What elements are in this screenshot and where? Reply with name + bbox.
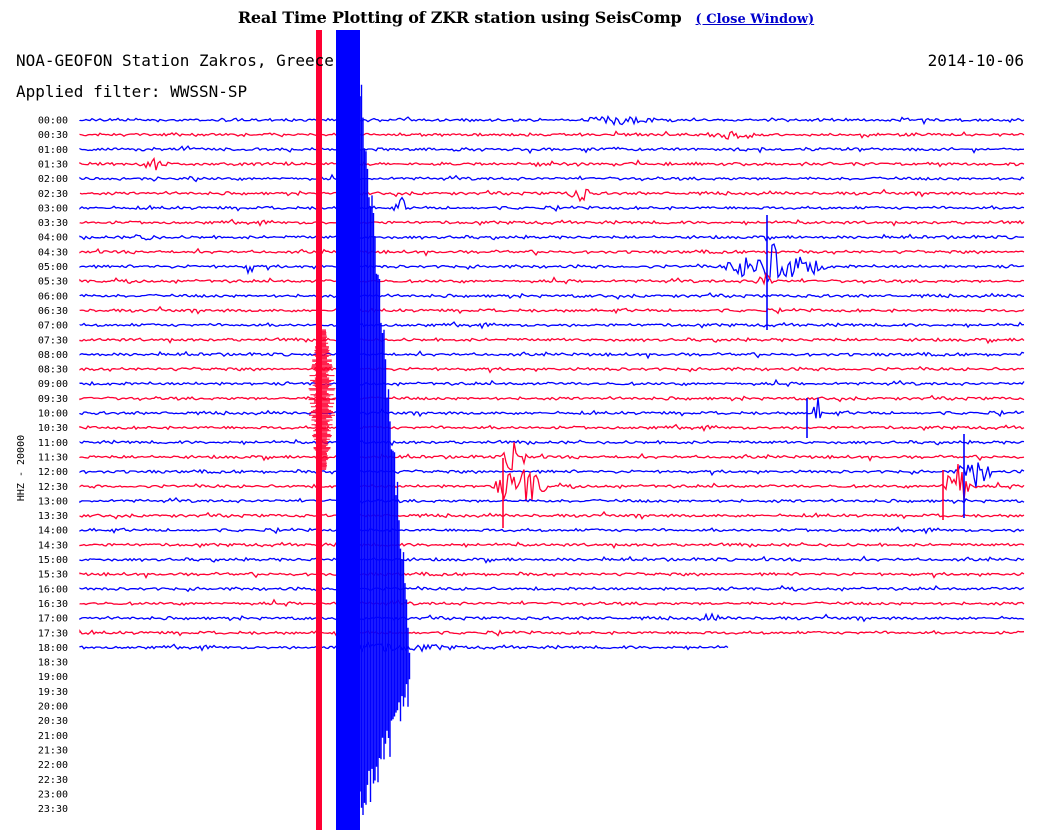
helicorder-canvas: NOA-GEOFON Station Zakros, Greece 2014-1…	[16, 30, 1025, 830]
trace-line	[79, 526, 1025, 535]
trace-line	[79, 510, 1025, 520]
time-label: 03:30	[38, 218, 68, 229]
trace-line	[79, 156, 1025, 171]
trace-line	[79, 397, 1025, 419]
page-header: Real Time Plotting of ZKR station using …	[0, 8, 1052, 32]
trace-line	[79, 321, 1025, 330]
trace-line	[79, 145, 1025, 155]
trace-line	[79, 305, 1025, 315]
time-label: 14:30	[38, 540, 68, 551]
quake-blue-band	[336, 30, 360, 830]
time-label: 19:00	[38, 672, 68, 683]
time-label: 02:00	[38, 174, 68, 185]
page-title: Real Time Plotting of ZKR station using …	[237, 8, 682, 27]
seismogram-plot: NOA-GEOFON Station Zakros, Greece 2014-1…	[10, 30, 1032, 830]
time-label: 11:00	[38, 438, 68, 449]
time-label: 12:00	[38, 467, 68, 478]
time-label: 07:30	[38, 335, 68, 346]
time-label: 12:30	[38, 482, 68, 493]
trace-line	[79, 218, 1025, 227]
traces-layer	[79, 114, 1025, 653]
time-label: 01:00	[38, 145, 68, 156]
time-label: 13:30	[38, 511, 68, 522]
trace-line	[79, 497, 1025, 505]
trace-line	[79, 598, 1025, 607]
time-label: 21:30	[38, 745, 68, 756]
quake-coda	[359, 84, 411, 815]
trace-line	[79, 114, 1025, 127]
trace-line	[79, 462, 1025, 488]
trace-line	[79, 629, 1025, 637]
trace-line	[79, 464, 1025, 502]
time-label: 21:00	[38, 731, 68, 742]
trace-line	[79, 571, 1025, 580]
time-axis-labels: 00:00 00:30 01:00 01:30 02:00 02:30 03:00 03:30…	[38, 116, 68, 816]
time-label: 18:00	[38, 643, 68, 654]
time-label: 23:30	[38, 804, 68, 815]
close-window-link[interactable]: ( Close Window)	[695, 12, 815, 27]
time-label: 04:30	[38, 247, 68, 258]
trace-line	[79, 394, 1025, 403]
trace-line	[79, 173, 1025, 183]
time-label: 11:30	[38, 452, 68, 463]
time-label: 16:30	[38, 599, 68, 610]
time-label: 19:30	[38, 687, 68, 698]
trace-line	[79, 378, 1025, 388]
trace-line	[79, 365, 1025, 374]
time-label: 13:00	[38, 496, 68, 507]
time-label: 01:30	[38, 159, 68, 170]
trace-line	[79, 188, 1025, 203]
trace-line	[79, 612, 1025, 623]
trace-line	[79, 247, 1025, 257]
trace-line	[79, 336, 1025, 345]
time-label: 08:00	[38, 350, 68, 361]
station-label: NOA-GEOFON Station Zakros, Greece	[16, 51, 334, 70]
time-label: 17:00	[38, 614, 68, 625]
trace-line	[79, 196, 1025, 212]
time-label: 10:30	[38, 423, 68, 434]
time-label: 15:30	[38, 570, 68, 581]
trace-line	[79, 243, 1025, 283]
time-label: 14:00	[38, 526, 68, 537]
time-label: 15:00	[38, 555, 68, 566]
time-label: 06:30	[38, 306, 68, 317]
time-label: 20:00	[38, 702, 68, 713]
time-label: 10:00	[38, 409, 68, 420]
time-label: 09:30	[38, 394, 68, 405]
time-label: 09:00	[38, 379, 68, 390]
time-label: 00:00	[38, 116, 68, 127]
trace-line	[79, 442, 1025, 471]
time-label: 04:00	[38, 233, 68, 244]
time-label: 02:30	[38, 189, 68, 200]
channel-label: HHZ - 20000	[16, 435, 27, 501]
time-label: 17:30	[38, 628, 68, 639]
time-label: 05:30	[38, 277, 68, 288]
trace-line	[79, 555, 1025, 564]
time-label: 00:30	[38, 130, 68, 141]
trace-line	[79, 423, 1025, 432]
time-label: 22:30	[38, 775, 68, 786]
trace-line	[79, 272, 1025, 286]
time-label: 07:00	[38, 321, 68, 332]
time-label: 03:00	[38, 203, 68, 214]
filter-label: Applied filter: WWSSN-SP	[16, 82, 247, 101]
trace-line	[79, 292, 1025, 300]
time-label: 22:00	[38, 760, 68, 771]
date-label: 2014-10-06	[928, 51, 1024, 70]
trace-line	[79, 541, 1025, 549]
time-label: 06:00	[38, 291, 68, 302]
time-label: 05:00	[38, 262, 68, 273]
time-label: 18:30	[38, 658, 68, 669]
trace-line	[79, 130, 1025, 140]
event-spikes-layer	[308, 30, 965, 830]
trace-line	[79, 233, 1025, 242]
time-label: 16:00	[38, 584, 68, 595]
time-label: 20:30	[38, 716, 68, 727]
quake-red-swell	[308, 329, 336, 470]
time-label: 23:00	[38, 789, 68, 800]
trace-line	[79, 438, 1025, 447]
trace-line	[79, 350, 1025, 360]
time-label: 08:30	[38, 365, 68, 376]
trace-line	[79, 584, 1025, 593]
